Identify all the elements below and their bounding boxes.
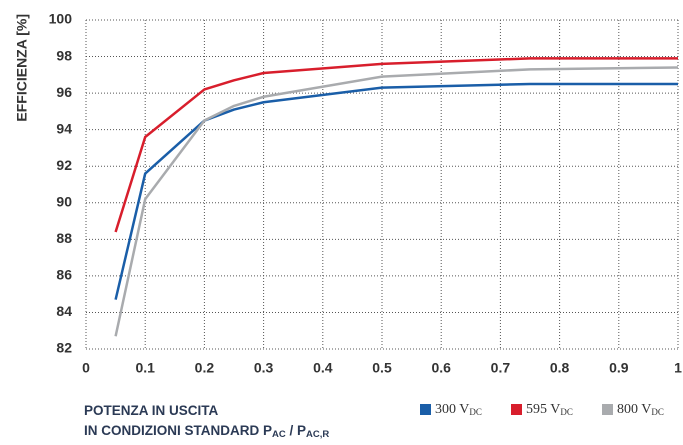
x-axis-title-part: IN CONDIZIONI STANDARD P xyxy=(84,423,272,438)
x-tick-label: 0.2 xyxy=(195,360,215,376)
y-tick-label: 100 xyxy=(49,11,73,27)
legend-subscript: DC xyxy=(651,407,664,417)
y-tick-label: 88 xyxy=(56,230,72,246)
x-tick-label: 0.9 xyxy=(609,360,629,376)
legend-name: 300 V xyxy=(435,402,469,417)
x-tick-label: 1 xyxy=(674,360,682,376)
legend-label: 300 VDC xyxy=(435,402,482,417)
x-tick-label: 0.8 xyxy=(550,360,570,376)
y-tick-label: 84 xyxy=(56,303,72,319)
legend-subscript: DC xyxy=(469,407,482,417)
legend-label: 800 VDC xyxy=(617,402,664,417)
legend-swatch xyxy=(511,404,522,415)
x-tick-label: 0.7 xyxy=(491,360,511,376)
x-axis-title: POTENZA IN USCITA xyxy=(84,403,218,418)
legend-label: 595 VDC xyxy=(526,402,573,417)
y-tick-label: 96 xyxy=(56,84,72,100)
x-axis-title: IN CONDIZIONI STANDARD PAC / PAC,R xyxy=(84,423,329,440)
y-tick-label: 86 xyxy=(56,267,72,283)
y-tick-label: 98 xyxy=(56,47,72,63)
series-line xyxy=(114,82,678,300)
y-tick-label: 94 xyxy=(56,120,72,136)
x-tick-label: 0 xyxy=(82,360,90,376)
x-tick-label: 0.6 xyxy=(431,360,451,376)
legend-subscript: DC xyxy=(560,407,573,417)
y-tick-label: 90 xyxy=(56,193,72,209)
x-tick-label: 0.5 xyxy=(372,360,392,376)
x-axis-title-part: / P xyxy=(286,423,306,438)
series-line xyxy=(114,57,678,233)
x-axis-title-part: POTENZA IN USCITA xyxy=(84,403,218,418)
y-axis-title: EFFICIENZA [%] xyxy=(14,14,30,122)
legend-swatch xyxy=(602,404,613,415)
x-tick-label: 0.3 xyxy=(254,360,274,376)
x-axis-title-subscript: AC xyxy=(272,429,286,440)
legend-swatch xyxy=(420,404,431,415)
legend-name: 800 V xyxy=(617,402,651,417)
x-tick-label: 0.4 xyxy=(313,360,333,376)
x-tick-label: 0.1 xyxy=(135,360,155,376)
x-axis-title-subscript: AC,R xyxy=(306,429,329,440)
series-line xyxy=(114,66,679,337)
y-tick-label: 82 xyxy=(56,340,72,356)
y-tick-label: 92 xyxy=(56,157,72,173)
legend-name: 595 V xyxy=(526,402,560,417)
